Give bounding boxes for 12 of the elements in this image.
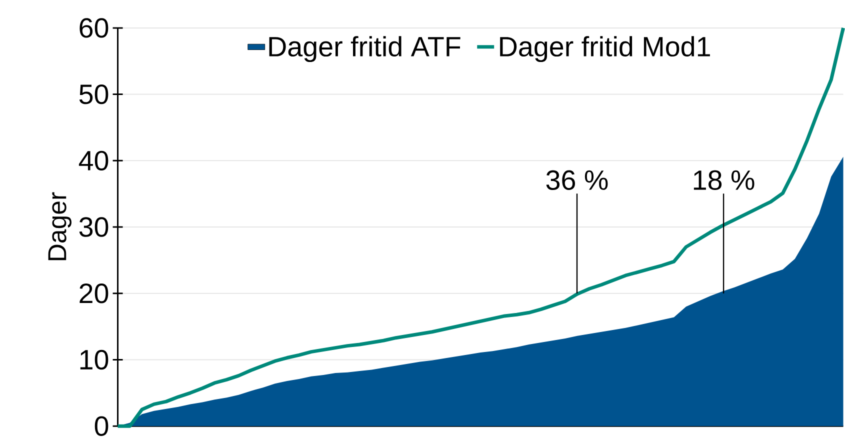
y-tick-label: 30	[79, 217, 108, 237]
y-tick-label: 40	[78, 150, 108, 170]
legend-label: Dager fritid Mod1	[500, 36, 710, 62]
y-tick-label: 50	[79, 84, 108, 104]
y-tick-label: 10	[80, 350, 108, 370]
y-axis-title: Dager	[48, 192, 72, 260]
y-tick-label: 0	[94, 416, 108, 436]
y-tick-label: 20	[80, 283, 108, 304]
annotation: 18 %	[694, 170, 754, 190]
y-tick-label: 60	[80, 18, 108, 38]
annotation: 36 %	[546, 170, 608, 190]
legend-label: Dager fritid ATF	[269, 36, 460, 62]
